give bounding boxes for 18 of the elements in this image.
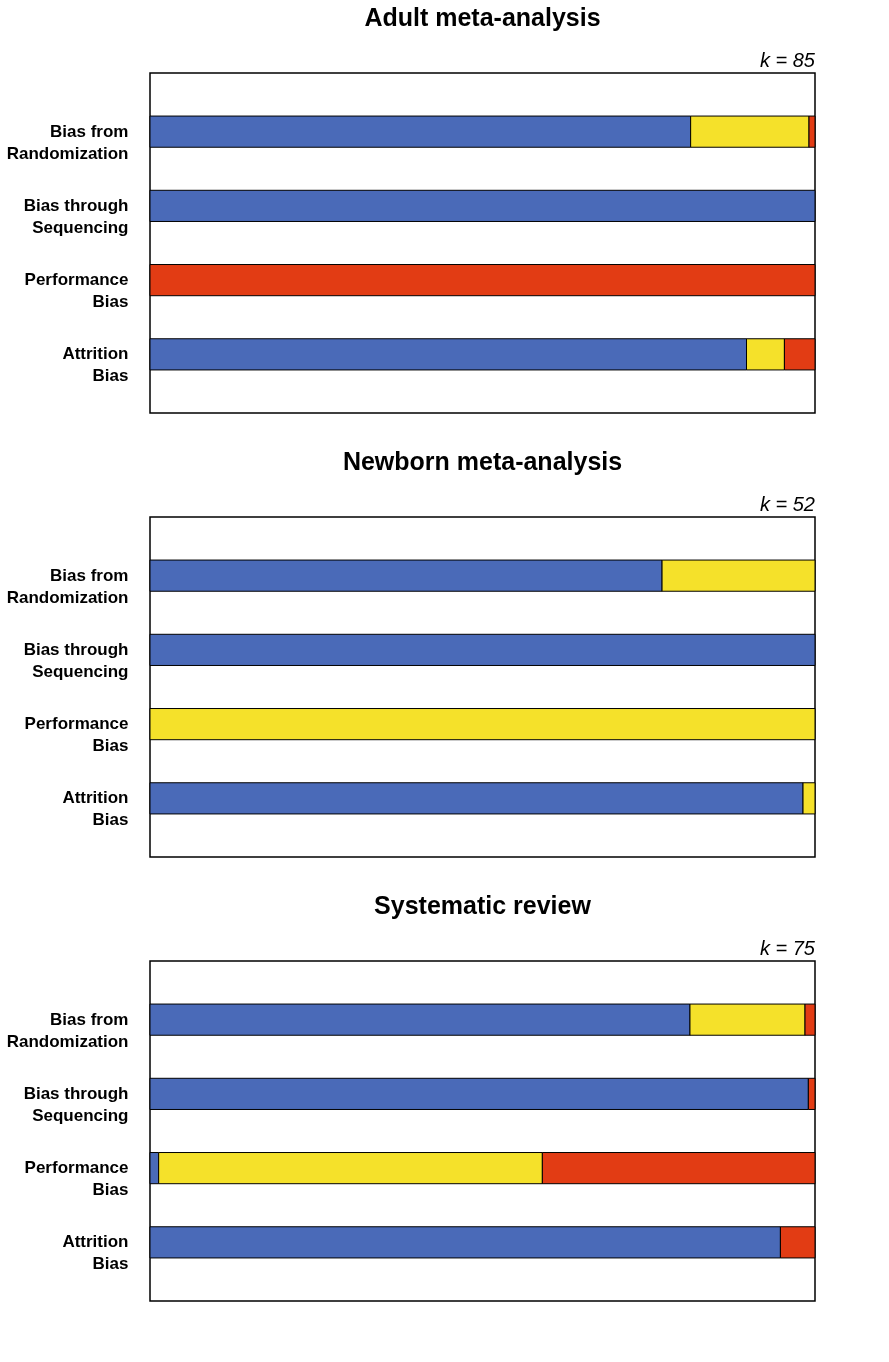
y-tick-label: Attrition Bias — [62, 1232, 129, 1274]
y-tick-label: Attrition Bias — [62, 788, 129, 830]
text: k = 75 — [759, 937, 816, 959]
y-tick-label: Bias through Sequencing — [23, 1083, 129, 1125]
text: k = 85 — [759, 49, 816, 71]
y-tick-label: Bias through Sequencing — [23, 639, 129, 681]
chart-title: Systematic review — [374, 891, 592, 919]
y-tick-label: Bias through Sequencing — [23, 195, 129, 237]
y-tick-label: Bias from Randomization — [6, 121, 129, 163]
y-tick-label: Performance Bias — [24, 270, 129, 312]
chart-title: Newborn meta-analysis — [342, 447, 623, 475]
y-tick-label: Attrition Bias — [62, 344, 129, 386]
y-tick-label: Performance Bias — [24, 1158, 129, 1200]
chart-title: Adult meta-analysis — [364, 3, 601, 31]
y-tick-label: Bias from Randomization — [6, 1009, 129, 1051]
y-tick-label: Bias from Randomization — [6, 565, 129, 607]
y-tick-label: Performance Bias — [24, 714, 129, 756]
text: k = 52 — [759, 493, 815, 515]
